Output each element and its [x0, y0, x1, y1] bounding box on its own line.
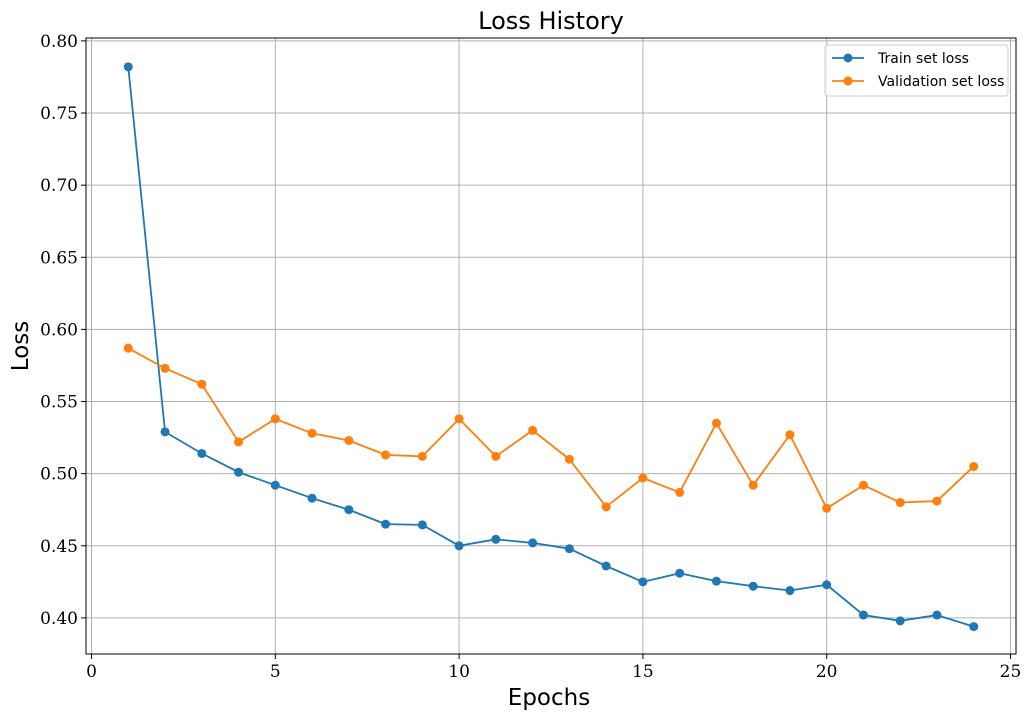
- data-point-validation: [528, 425, 538, 435]
- data-point-validation: [932, 496, 942, 506]
- data-point-train: [528, 538, 538, 548]
- data-point-validation: [785, 430, 795, 440]
- data-point-validation: [381, 450, 391, 460]
- data-point-validation: [675, 487, 685, 497]
- data-point-train: [270, 480, 280, 490]
- data-point-validation: [711, 418, 721, 428]
- x-tick-label: 5: [270, 662, 281, 682]
- data-point-train: [601, 561, 611, 571]
- data-point-train: [748, 581, 758, 591]
- ticks: 0 5 10 15 20 25 0.40 0.45 0.50 0.55 0.60 0.65 0.70 0.…: [40, 32, 1021, 682]
- data-point-validation: [601, 502, 611, 512]
- x-tick-label: 10: [448, 662, 470, 682]
- data-point-validation: [417, 451, 427, 461]
- data-point-train: [123, 62, 133, 72]
- data-point-train: [711, 576, 721, 586]
- y-tick-label: 0.75: [40, 104, 78, 124]
- data-point-validation: [270, 414, 280, 424]
- data-point-train: [858, 610, 868, 620]
- y-tick-label: 0.45: [40, 537, 78, 557]
- y-tick-label: 0.80: [40, 32, 78, 52]
- series-layer: [123, 62, 979, 632]
- data-point-train: [491, 534, 501, 544]
- series-train: [123, 62, 979, 632]
- series-line-train: [127, 66, 974, 628]
- data-point-train: [969, 622, 979, 632]
- plot-area: 0 5 10 15 20 25 0.40 0.45 0.50 0.55 0.60 0.65 0.70 0.…: [40, 32, 1021, 682]
- x-tick-label: 25: [1000, 662, 1022, 682]
- data-point-validation: [454, 414, 464, 424]
- legend-frame: [824, 44, 1009, 97]
- grid-lines: [86, 38, 1016, 654]
- data-point-validation: [491, 451, 501, 461]
- legend: Train set loss Validation set loss: [824, 44, 1009, 97]
- data-point-train: [234, 467, 244, 477]
- data-point-validation: [234, 437, 244, 447]
- y-tick-label: 0.65: [40, 248, 78, 268]
- data-point-validation: [344, 435, 354, 445]
- data-point-train: [822, 580, 832, 590]
- data-point-validation: [123, 343, 133, 353]
- data-point-validation: [748, 480, 758, 490]
- legend-label-validation: Validation set loss: [878, 74, 1004, 90]
- data-point-train: [895, 616, 905, 626]
- series-line-validation: [127, 347, 975, 510]
- legend-marker-train: [843, 53, 853, 63]
- y-axis-label: Loss: [8, 321, 34, 371]
- data-point-train: [417, 520, 427, 530]
- chart-title: Loss History: [478, 7, 624, 35]
- y-tick-label: 0.50: [40, 465, 78, 485]
- x-tick-label: 0: [86, 662, 97, 682]
- data-point-train: [454, 541, 464, 551]
- y-tick-label: 0.60: [40, 320, 78, 340]
- legend-marker-validation: [843, 76, 853, 86]
- data-point-train: [675, 568, 685, 578]
- data-point-train: [932, 610, 942, 620]
- data-point-validation: [307, 428, 317, 438]
- x-axis-label: Epochs: [508, 685, 590, 711]
- data-point-validation: [160, 363, 170, 373]
- x-tick-label: 20: [816, 662, 838, 682]
- data-point-validation: [197, 379, 207, 389]
- legend-label-train: Train set loss: [877, 51, 969, 67]
- series-validation: [123, 343, 979, 513]
- data-point-train: [638, 577, 648, 587]
- data-point-train: [381, 519, 391, 529]
- data-point-train: [344, 505, 354, 515]
- y-tick-label: 0.40: [40, 609, 78, 629]
- data-point-validation: [895, 498, 905, 508]
- data-point-validation: [858, 480, 868, 490]
- y-tick-label: 0.55: [40, 393, 78, 413]
- data-point-train: [160, 427, 170, 437]
- data-point-train: [307, 493, 317, 503]
- data-point-train: [564, 544, 574, 554]
- data-point-validation: [564, 454, 574, 464]
- data-point-train: [197, 448, 207, 458]
- data-point-validation: [638, 473, 648, 483]
- data-point-validation: [969, 461, 979, 471]
- data-point-validation: [822, 503, 832, 513]
- data-point-train: [785, 586, 795, 596]
- y-tick-label: 0.70: [40, 176, 78, 196]
- x-tick-label: 15: [632, 662, 654, 682]
- axes-frame: [85, 37, 1017, 655]
